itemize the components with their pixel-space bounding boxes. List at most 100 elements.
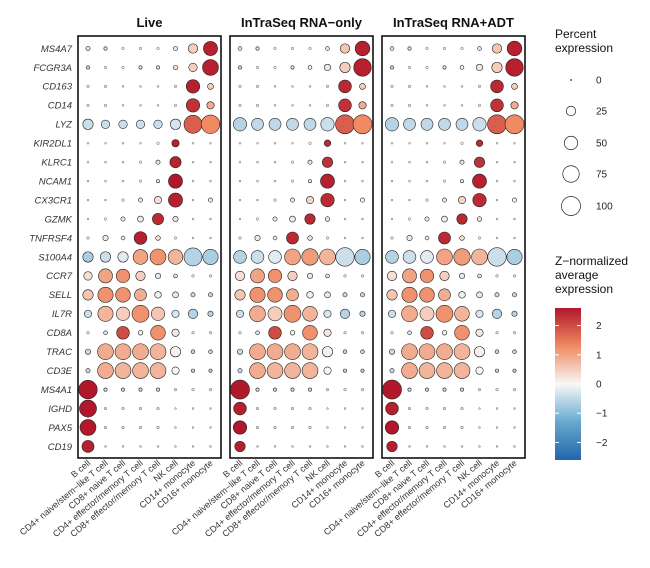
dot-PAX5-4 (139, 426, 142, 429)
dot-PAX5-5 (156, 426, 160, 429)
panel-title: InTraSeq RNA+ADT (393, 15, 514, 30)
dot-CD14-2 (104, 103, 107, 107)
dot-IL7R-2 (249, 305, 266, 323)
dot-NCAM1-8 (361, 180, 364, 183)
dot-IGHD-7 (191, 407, 195, 410)
dot-KIR2DL1-3 (273, 142, 277, 145)
dot-CD3E-5 (149, 362, 167, 379)
dot-GZMK-2 (104, 217, 107, 221)
dot-GZMK-1 (390, 217, 394, 221)
dot-SELL-7 (342, 292, 348, 298)
dot-CD8A-1 (86, 331, 90, 335)
dot-CD19-6 (326, 445, 329, 448)
dot-FCGR3A-4 (290, 65, 295, 70)
dot-KIR2DL1-2 (256, 142, 259, 145)
dot-SELL-5 (306, 291, 314, 299)
dot-CCR7-1 (234, 270, 246, 281)
dot-CX3CR1-6 (472, 193, 487, 208)
dot-IL7R-3 (419, 306, 435, 322)
dot-FCGR3A-7 (339, 61, 351, 73)
dot-CD163-3 (273, 85, 277, 88)
dot-CD14-5 (156, 104, 160, 107)
dot-CX3CR1-7 (343, 199, 347, 202)
dot-FCGR3A-3 (425, 65, 429, 69)
colorbar (555, 308, 581, 460)
dot-CX3CR1-2 (256, 199, 259, 202)
dot-FCGR3A-7 (491, 61, 503, 73)
dot-MS4A7-6 (477, 46, 482, 51)
dot-IL7R-2 (97, 305, 114, 322)
dot-GZMK-7 (495, 217, 499, 221)
panel-3: InTraSeq RNA+ADT (381, 15, 526, 459)
dot-IL7R-6 (475, 309, 484, 318)
dot-CD8A-7 (191, 331, 195, 335)
dot-CX3CR1-2 (104, 199, 107, 202)
dot-CD19-7 (495, 445, 499, 448)
gene-label: CD163 (42, 82, 72, 93)
dot-IGHD-8 (361, 407, 364, 410)
dot-LYZ-7 (487, 114, 507, 135)
dot-S100A4-7 (487, 247, 507, 267)
dot-CD19-5 (460, 445, 464, 448)
dot-IL7R-1 (236, 309, 244, 318)
dot-GZMK-2 (256, 217, 259, 221)
dot-CX3CR1-8 (512, 197, 517, 203)
size-legend-label: 25 (596, 107, 608, 118)
dot-KLRC1-7 (343, 161, 347, 164)
dot-CD8A-6 (171, 328, 180, 337)
dot-IL7R-6 (171, 309, 180, 318)
dot-KLRC1-8 (209, 161, 212, 164)
dot-LYZ-4 (286, 117, 299, 131)
dot-KLRC1-8 (513, 161, 516, 164)
dot-IL7R-7 (339, 308, 351, 319)
dot-KIR2DL1-7 (191, 142, 195, 145)
dot-FCGR3A-8 (353, 58, 372, 77)
dot-MS4A1-7 (343, 388, 347, 392)
dot-TRAC-4 (284, 343, 301, 360)
dot-LYZ-1 (384, 117, 400, 132)
dot-TRAC-3 (114, 343, 132, 360)
dot-CD163-5 (460, 85, 464, 88)
dot-KIR2DL1-6 (475, 139, 484, 147)
dot-TRAC-6 (321, 346, 333, 358)
dot-S100A4-3 (268, 250, 282, 264)
dot-IGHD-5 (156, 407, 160, 411)
dot-CX3CR1-8 (360, 197, 365, 203)
dot-CD163-4 (139, 85, 142, 88)
gene-label: SELL (49, 290, 72, 301)
dot-PAX5-6 (174, 426, 177, 429)
dot-KIR2DL1-2 (104, 142, 107, 145)
dot-CD3E-7 (191, 368, 195, 373)
dot-CD163-7 (338, 79, 352, 94)
dot-KIR2DL1-4 (139, 142, 142, 145)
dot-CCR7-4 (135, 270, 146, 281)
dot-SELL-3 (267, 287, 283, 303)
dot-TRAC-3 (266, 343, 284, 360)
panel-2: InTraSeq RNA−only (229, 15, 374, 459)
dot-PAX5-4 (291, 426, 294, 429)
dot-KLRC1-3 (273, 161, 277, 164)
dot-MS4A1-4 (138, 387, 143, 392)
dot-MS4A1-3 (425, 387, 429, 392)
panel-title: Live (136, 15, 162, 30)
gene-label: KLRC1 (41, 158, 72, 169)
dot-FCGR3A-5 (459, 65, 465, 70)
dot-FCGR3A-3 (273, 65, 277, 69)
dot-GZMK-1 (86, 217, 90, 221)
dot-CCR7-5 (459, 272, 465, 279)
dot-GZMK-5 (456, 213, 468, 225)
dot-IL7R-1 (388, 309, 396, 318)
dot-MS4A7-5 (156, 47, 160, 50)
dot-NCAM1-2 (408, 180, 411, 183)
dot-KLRC1-1 (238, 161, 242, 164)
dot-CD14-6 (174, 103, 177, 107)
dot-IGHD-2 (104, 407, 107, 411)
dot-CD8A-1 (390, 331, 394, 335)
dot-MS4A1-5 (156, 387, 160, 392)
dot-MS4A1-2 (103, 387, 108, 392)
dot-S100A4-3 (117, 251, 129, 263)
dot-LYZ-1 (82, 118, 94, 130)
dot-CD19-7 (191, 445, 195, 448)
dot-GZMK-5 (152, 213, 164, 225)
